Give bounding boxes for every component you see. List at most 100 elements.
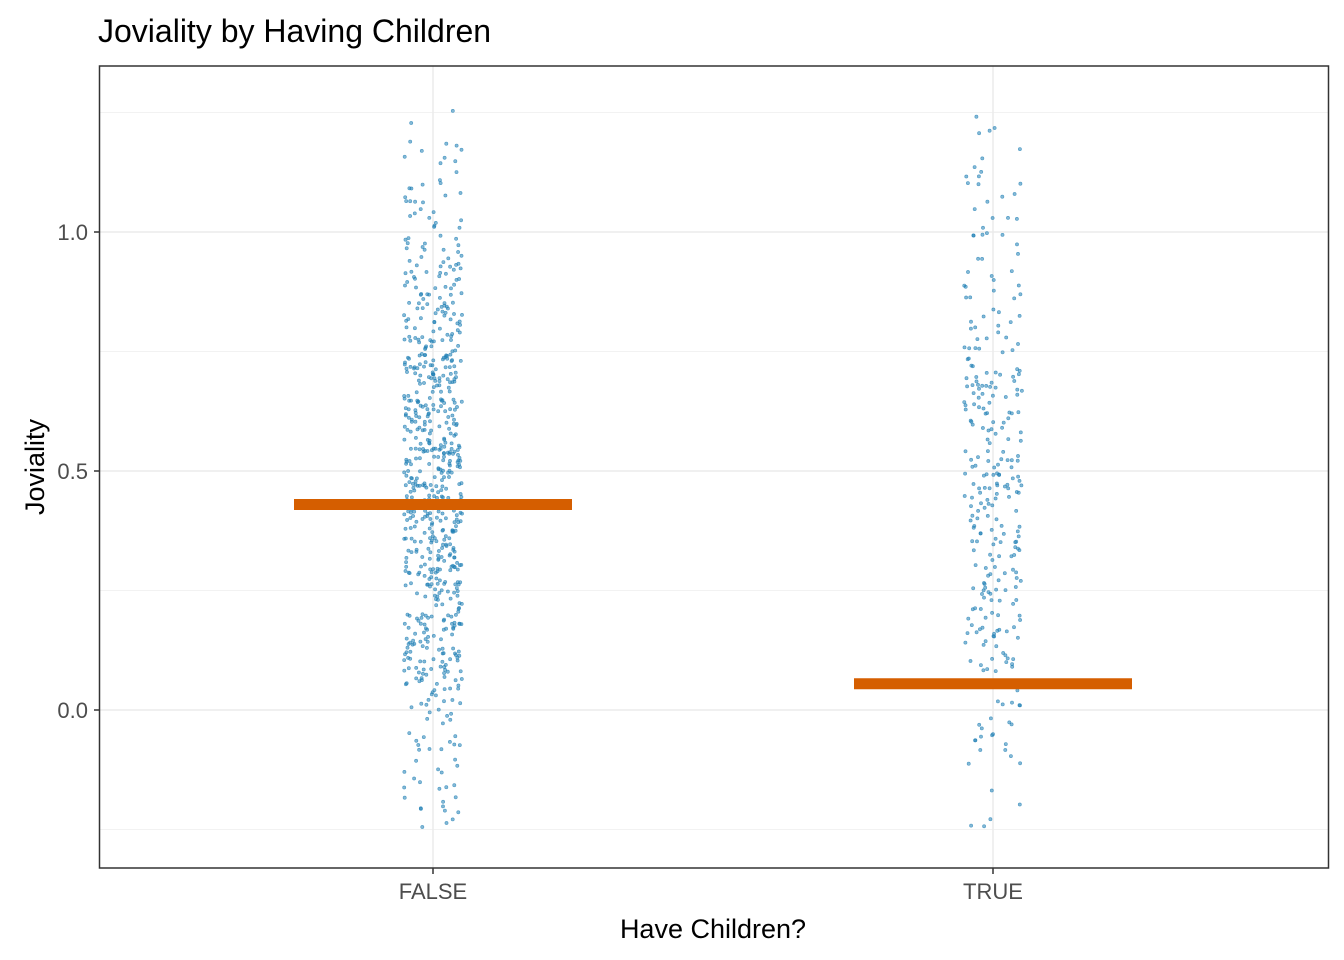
- data-point: [456, 607, 461, 611]
- data-point: [452, 742, 457, 747]
- data-point: [404, 473, 409, 478]
- data-point: [996, 578, 1001, 583]
- data-point: [420, 555, 425, 559]
- data-point: [407, 356, 411, 361]
- data-point: [996, 699, 1000, 704]
- data-point: [418, 373, 423, 378]
- data-point: [408, 489, 413, 494]
- data-point: [416, 337, 421, 342]
- data-point: [1003, 588, 1008, 593]
- data-point: [966, 616, 971, 621]
- data-point: [970, 495, 974, 500]
- data-point: [439, 637, 443, 642]
- data-point: [1013, 545, 1018, 550]
- data-point: [972, 207, 977, 212]
- data-point: [414, 476, 419, 481]
- data-point: [981, 314, 986, 319]
- data-point: [458, 191, 463, 195]
- data-point: [987, 441, 992, 446]
- data-point: [1016, 283, 1021, 288]
- data-point: [407, 731, 412, 736]
- data-point: [990, 216, 995, 220]
- data-point: [1016, 251, 1020, 256]
- data-point: [422, 364, 426, 369]
- data-point: [415, 591, 419, 596]
- data-point: [994, 517, 999, 522]
- data-point: [426, 698, 431, 702]
- data-point: [448, 407, 453, 412]
- data-point: [973, 463, 978, 468]
- data-point: [439, 555, 444, 559]
- data-point: [434, 682, 439, 686]
- data-point: [453, 348, 458, 353]
- data-point: [447, 468, 452, 473]
- data-point: [1017, 478, 1022, 483]
- data-point: [408, 429, 413, 434]
- data-point: [445, 589, 450, 594]
- data-point: [448, 352, 453, 357]
- data-point: [1011, 657, 1016, 662]
- data-point: [1005, 482, 1010, 487]
- data-point: [454, 277, 459, 282]
- data-point: [455, 561, 460, 565]
- data-point: [447, 536, 452, 541]
- data-point: [981, 225, 985, 230]
- data-point: [973, 346, 978, 351]
- data-point: [1020, 388, 1024, 393]
- data-point: [451, 548, 456, 552]
- data-point: [432, 536, 437, 541]
- data-point: [453, 159, 458, 164]
- data-point: [452, 379, 457, 384]
- data-point: [407, 300, 412, 305]
- data-point: [446, 613, 451, 618]
- data-point: [409, 495, 414, 500]
- data-point: [408, 139, 413, 144]
- data-point: [422, 241, 427, 246]
- data-point: [413, 482, 418, 487]
- data-point: [1016, 474, 1021, 479]
- data-point: [412, 365, 417, 370]
- data-point: [418, 207, 423, 212]
- data-point: [453, 613, 458, 617]
- data-point: [459, 602, 464, 606]
- data-point: [408, 364, 413, 369]
- data-point: [1001, 532, 1006, 536]
- data-point: [442, 537, 447, 542]
- data-point: [991, 472, 996, 477]
- data-point: [426, 615, 431, 620]
- data-point: [443, 516, 448, 521]
- data-point: [427, 710, 432, 715]
- data-point: [991, 393, 995, 398]
- data-point: [407, 186, 412, 191]
- data-point: [404, 366, 409, 371]
- data-point: [995, 481, 999, 486]
- data-point: [447, 451, 452, 456]
- data-point: [437, 424, 442, 429]
- data-point: [962, 494, 967, 498]
- data-point: [406, 415, 411, 420]
- data-point: [417, 447, 422, 452]
- data-point: [976, 455, 980, 460]
- data-point: [971, 548, 976, 553]
- data-point: [418, 639, 423, 644]
- data-point: [425, 514, 430, 518]
- data-point: [420, 825, 425, 829]
- data-point: [450, 632, 455, 637]
- data-point: [428, 483, 433, 487]
- data-point: [425, 302, 430, 307]
- data-point: [433, 693, 438, 698]
- data-point: [1008, 320, 1013, 325]
- data-point: [408, 526, 413, 530]
- data-point: [1009, 754, 1013, 759]
- data-point: [1015, 688, 1020, 693]
- data-point: [431, 210, 436, 215]
- data-point: [973, 325, 978, 330]
- data-point: [985, 497, 990, 502]
- data-point: [989, 380, 994, 385]
- data-point: [971, 586, 976, 591]
- data-point: [442, 808, 447, 813]
- data-point: [963, 403, 968, 408]
- data-point: [441, 528, 446, 532]
- data-point: [963, 449, 968, 454]
- data-point: [445, 377, 450, 382]
